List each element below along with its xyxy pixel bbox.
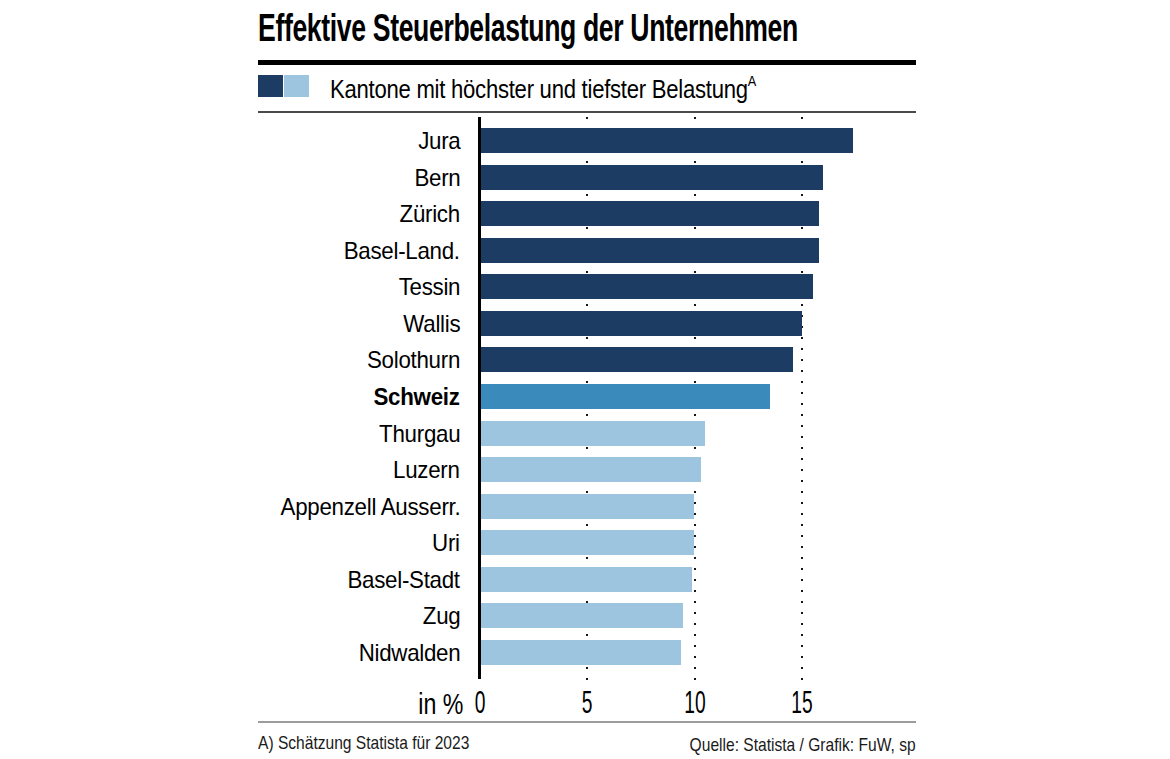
category-label: Appenzell Ausserr. (280, 494, 460, 519)
category-label: Zug (422, 603, 460, 628)
category-label: Tessin (398, 274, 460, 299)
category-label: Bern (414, 165, 460, 190)
legend-swatch-high-burden (258, 75, 283, 97)
category-label: Basel-Stadt (348, 567, 460, 592)
legend-rule (258, 111, 916, 113)
bar-basel-stadt (481, 567, 692, 592)
x-tick-label-10: 10 (684, 686, 705, 720)
legend-footnote-marker: A (748, 72, 756, 89)
bar-zug (481, 603, 683, 628)
bar-luzern (481, 457, 701, 482)
category-label: Basel-Land. (344, 238, 460, 263)
bar-solothurn (481, 347, 793, 372)
legend: Kantone mit höchster und tiefster Belast… (258, 75, 831, 97)
legend-label-text: Kantone mit höchster und tiefster Belast… (330, 74, 748, 104)
chart-canvas: Effektive Steuerbelastung der Unternehme… (0, 0, 1170, 759)
category-label: Nidwalden (358, 640, 460, 665)
axis-unit-label: in % (418, 689, 463, 719)
footer-rule (258, 721, 916, 723)
source-credit: Quelle: Statista / Grafik: FuW, sp (690, 734, 916, 756)
y-axis-line (478, 117, 481, 679)
legend-label: Kantone mit höchster und tiefster Belast… (330, 74, 756, 105)
category-label: Wallis (403, 311, 460, 336)
bar-basel-land- (481, 238, 819, 263)
category-label: Luzern (393, 457, 460, 482)
category-label: Schweiz (374, 384, 460, 409)
x-tick-label-0: 0 (474, 686, 485, 720)
category-label: Solothurn (367, 347, 460, 372)
x-tick-label-5: 5 (582, 686, 593, 720)
category-label: Thurgau (379, 421, 460, 446)
footnote: A) Schätzung Statista für 2023 (258, 732, 469, 754)
title-rule (258, 60, 916, 65)
bar-thurgau (481, 421, 705, 446)
bar-z-rich (481, 201, 819, 226)
bar-wallis (481, 311, 802, 336)
bar-bern (481, 165, 823, 190)
bar-appenzell-ausserr- (481, 494, 694, 519)
legend-swatch-low-burden (284, 75, 309, 97)
page-title: Effektive Steuerbelastung der Unternehme… (258, 6, 798, 50)
category-label: Zürich (400, 201, 460, 226)
bar-tessin (481, 274, 813, 299)
bar-uri (481, 530, 694, 555)
bar-jura (481, 128, 853, 153)
bar-nidwalden (481, 640, 681, 665)
category-label: Uri (432, 530, 460, 555)
category-label: Jura (418, 128, 460, 153)
bar-schweiz (481, 384, 770, 409)
x-tick-label-15: 15 (792, 686, 813, 720)
